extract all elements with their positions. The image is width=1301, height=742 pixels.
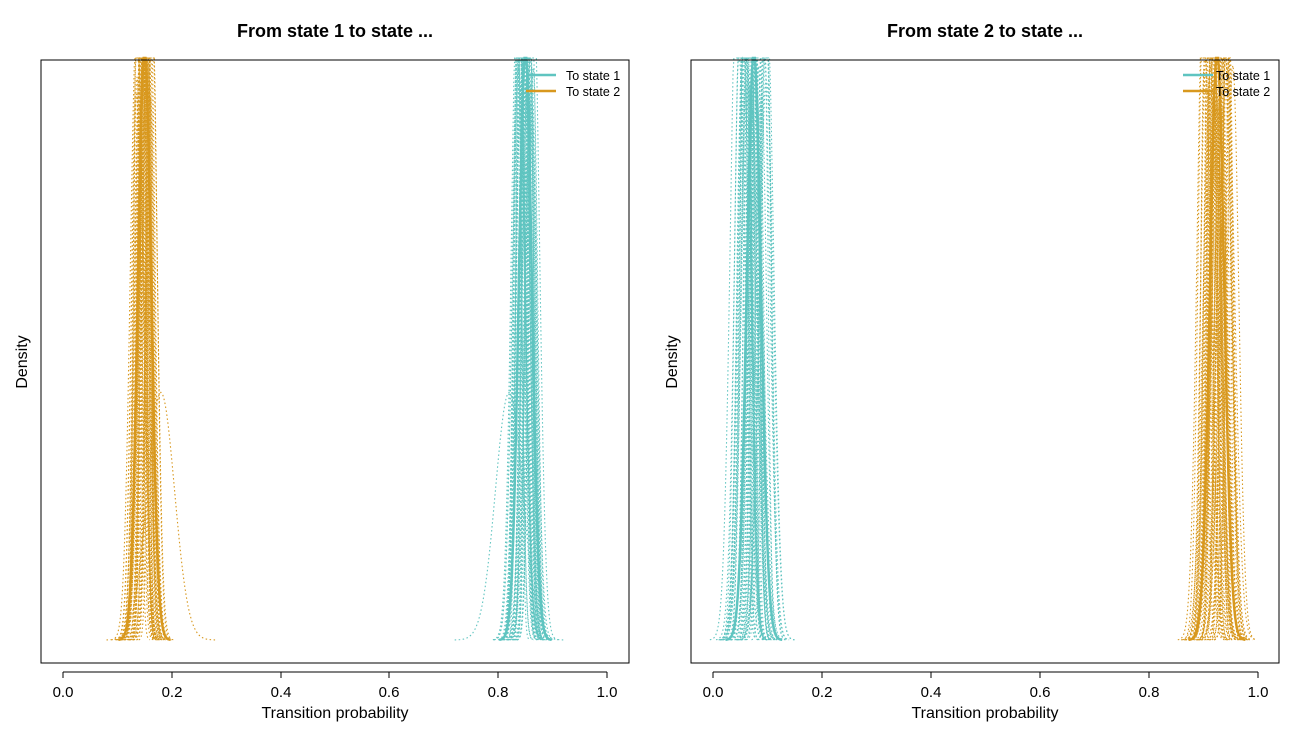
sample-density-curve xyxy=(124,57,160,641)
sample-density-curve xyxy=(128,104,161,641)
x-tick-label: 0.0 xyxy=(53,684,74,701)
sample-density-curve xyxy=(124,57,171,641)
curves-layer xyxy=(106,56,564,642)
x-tick-label: 0.2 xyxy=(162,684,183,701)
sample-density-curve xyxy=(1182,57,1225,641)
sample-density-curve xyxy=(723,57,768,641)
sample-density-curve xyxy=(719,57,759,641)
series-line-to-state-2 xyxy=(118,56,171,642)
sample-density-curve xyxy=(734,84,764,641)
sample-density-curve xyxy=(517,102,545,641)
chart-title: From state 2 to state ... xyxy=(887,21,1083,41)
sample-density-curve xyxy=(128,57,158,641)
x-tick-label: 0.6 xyxy=(379,684,400,701)
sample-density-curve xyxy=(1181,66,1241,641)
sample-density-curve xyxy=(718,57,771,641)
sample-density-curve xyxy=(1190,69,1218,641)
sample-density-curve xyxy=(1188,89,1227,641)
sample-density-curve xyxy=(129,57,174,641)
sample-density-curve xyxy=(1177,57,1231,641)
x-tick-label: 0.8 xyxy=(488,684,509,701)
sample-density-curve xyxy=(136,57,161,641)
plot-frame xyxy=(690,59,1280,664)
sample-density-curve xyxy=(1204,57,1251,641)
sample-density-curve xyxy=(138,97,164,641)
legend: To state 1 To state 2 xyxy=(526,69,620,99)
sample-density-curve xyxy=(1185,57,1241,641)
sample-density-curve xyxy=(1208,65,1257,641)
sample-density-curve xyxy=(115,94,157,641)
x-tick-label: 0.6 xyxy=(1030,684,1051,701)
chart-title: From state 1 to state ... xyxy=(237,21,433,41)
x-tick-label: 1.0 xyxy=(1248,684,1269,701)
x-tick-label: 0.4 xyxy=(271,684,292,701)
sample-density-curve xyxy=(722,57,768,641)
sample-density-curve xyxy=(506,62,543,641)
sample-density-curve xyxy=(736,57,790,641)
sample-density-curve xyxy=(739,57,795,641)
sample-density-curve xyxy=(507,57,530,641)
sample-density-curve xyxy=(507,57,559,641)
sample-density-curve xyxy=(123,104,156,641)
sample-density-curve xyxy=(120,76,154,641)
sample-density-curve xyxy=(512,79,544,641)
sample-density-curve xyxy=(116,57,167,641)
legend-label-to-state-1: To state 1 xyxy=(566,69,620,83)
x-tick-label: 0.0 xyxy=(703,684,724,701)
sample-density-curve xyxy=(514,57,545,641)
sample-density-curve xyxy=(120,90,171,641)
y-axis-label: Density xyxy=(664,335,681,388)
legend-label-to-state-2: To state 2 xyxy=(1216,85,1270,99)
panel-state-2: From state 2 to state ... 0.0 0.2 0.4 0.… xyxy=(664,21,1280,722)
sample-density-curve xyxy=(497,57,542,641)
sample-density-curve xyxy=(515,57,541,641)
x-axis: 0.0 0.2 0.4 0.6 0.8 1.0 xyxy=(53,671,618,701)
sample-density-curve xyxy=(722,99,761,641)
sample-density-curve xyxy=(132,57,162,641)
sample-density-curve xyxy=(506,83,555,641)
sample-density-curve xyxy=(745,65,773,641)
sample-density-curve xyxy=(132,57,172,641)
x-tick-label: 0.4 xyxy=(921,684,942,701)
series-line-to-state-1 xyxy=(499,56,552,642)
sample-density-curve xyxy=(744,57,787,641)
sample-density-curve xyxy=(1184,57,1242,641)
x-tick-label: 1.0 xyxy=(597,684,618,701)
sample-density-curve xyxy=(129,57,160,641)
y-axis-label: Density xyxy=(14,335,31,388)
sample-density-curve xyxy=(1209,106,1237,641)
curves-layer xyxy=(709,56,1257,642)
sample-density-curve xyxy=(1199,57,1250,641)
plot-frame xyxy=(40,59,630,664)
sample-density-curve xyxy=(1200,57,1250,641)
sample-density-curve xyxy=(515,68,552,641)
legend: To state 1 To state 2 xyxy=(1183,69,1270,99)
legend-label-to-state-2: To state 2 xyxy=(566,85,620,99)
sample-density-curve xyxy=(1213,85,1244,641)
x-tick-label: 0.2 xyxy=(812,684,833,701)
legend-label-to-state-1: To state 1 xyxy=(1216,69,1270,83)
sample-density-curve xyxy=(120,57,159,641)
sample-density-curve xyxy=(1198,68,1257,641)
x-axis-label: Transition probability xyxy=(261,705,408,722)
sample-density-curve xyxy=(493,67,544,641)
sample-density-curve xyxy=(132,95,168,641)
sample-density-curve xyxy=(709,57,766,641)
x-axis-label: Transition probability xyxy=(911,705,1058,722)
x-tick-label: 0.8 xyxy=(1139,684,1160,701)
sample-density-curve xyxy=(1206,57,1248,641)
sample-density-curve xyxy=(731,87,778,641)
sample-density-curve xyxy=(123,57,150,641)
sample-density-curve xyxy=(503,57,538,641)
sample-density-curve xyxy=(1201,108,1237,641)
panel-state-1: From state 1 to state ... 0.0 0.2 0.4 0.… xyxy=(14,21,630,722)
series-line-to-state-2 xyxy=(1188,56,1246,642)
series-line-to-state-1 xyxy=(725,56,783,642)
x-axis: 0.0 0.2 0.4 0.6 0.8 1.0 xyxy=(703,671,1269,701)
sample-density-curve xyxy=(498,57,545,641)
sample-density-curve xyxy=(126,57,163,641)
